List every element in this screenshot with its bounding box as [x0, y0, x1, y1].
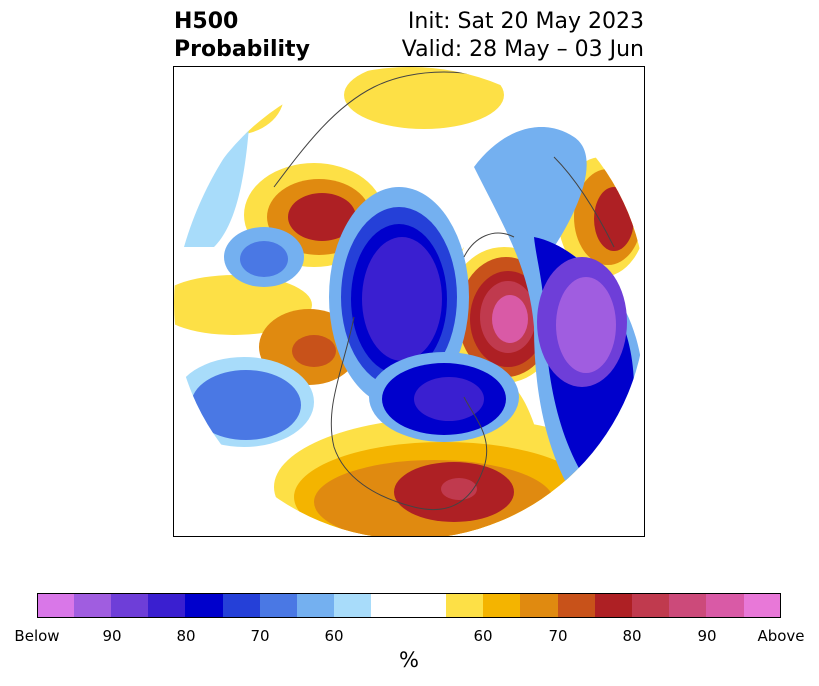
colorbar-unit-label: %: [399, 648, 419, 672]
colorbar-swatch: [74, 593, 111, 618]
colorbar-swatch: [37, 593, 74, 618]
below-normal-hudson-bay: [369, 352, 519, 442]
init-time: Init: Sat 20 May 2023: [407, 9, 644, 34]
below-normal-hawaii: [174, 357, 314, 447]
colorbar-tick-label: 90: [102, 627, 122, 645]
colorbar-swatch: [632, 593, 669, 618]
colorbar-swatch: [185, 593, 223, 618]
colorbar-tick-label: 60: [473, 627, 493, 645]
colorbar-swatch: [595, 593, 632, 618]
colorbar-swatch: [558, 593, 595, 618]
colorbar-swatch: [669, 593, 706, 618]
colorbar-tick-label: 80: [176, 627, 196, 645]
title-block-right: Init: Sat 20 May 2023 Valid: 28 May – 03…: [402, 8, 644, 64]
colorbar-tick-label: 80: [622, 627, 642, 645]
colorbar-swatch: [223, 593, 260, 618]
colorbar-tick-label: Below: [14, 627, 60, 645]
colorbar-swatch: [483, 593, 520, 618]
colorbar-swatch: [297, 593, 334, 618]
valid-period: Valid: 28 May – 03 Jun: [401, 37, 644, 62]
below-normal-siberia: [474, 127, 644, 497]
colorbar-swatch: [334, 593, 371, 618]
colorbar-swatch: [260, 593, 297, 618]
colorbar-tick-label: 60: [324, 627, 344, 645]
below-normal-canada: [329, 187, 469, 407]
colorbar-tick-label: 90: [697, 627, 717, 645]
colorbar-border: [37, 593, 781, 618]
colorbar-swatch: [148, 593, 185, 618]
colorbar-tick-label: 70: [548, 627, 568, 645]
below-normal-north-pacific: [184, 127, 304, 287]
colorbar-swatch: [111, 593, 148, 618]
colorbar-swatch: [706, 593, 744, 618]
probability-map: [173, 66, 645, 537]
title-product: Probability: [174, 37, 310, 62]
colorbar-tick-label: 70: [250, 627, 270, 645]
colorbar-swatch: [371, 593, 446, 618]
colorbar-swatch: [446, 593, 483, 618]
probability-colorbar: [37, 593, 781, 618]
colorbar-swatch: [744, 593, 781, 618]
title-variable: H500: [174, 9, 239, 34]
colorbar-tick-label: Above: [757, 627, 805, 645]
colorbar-swatch: [520, 593, 558, 618]
title-block-left: H500 Probability: [174, 8, 310, 64]
